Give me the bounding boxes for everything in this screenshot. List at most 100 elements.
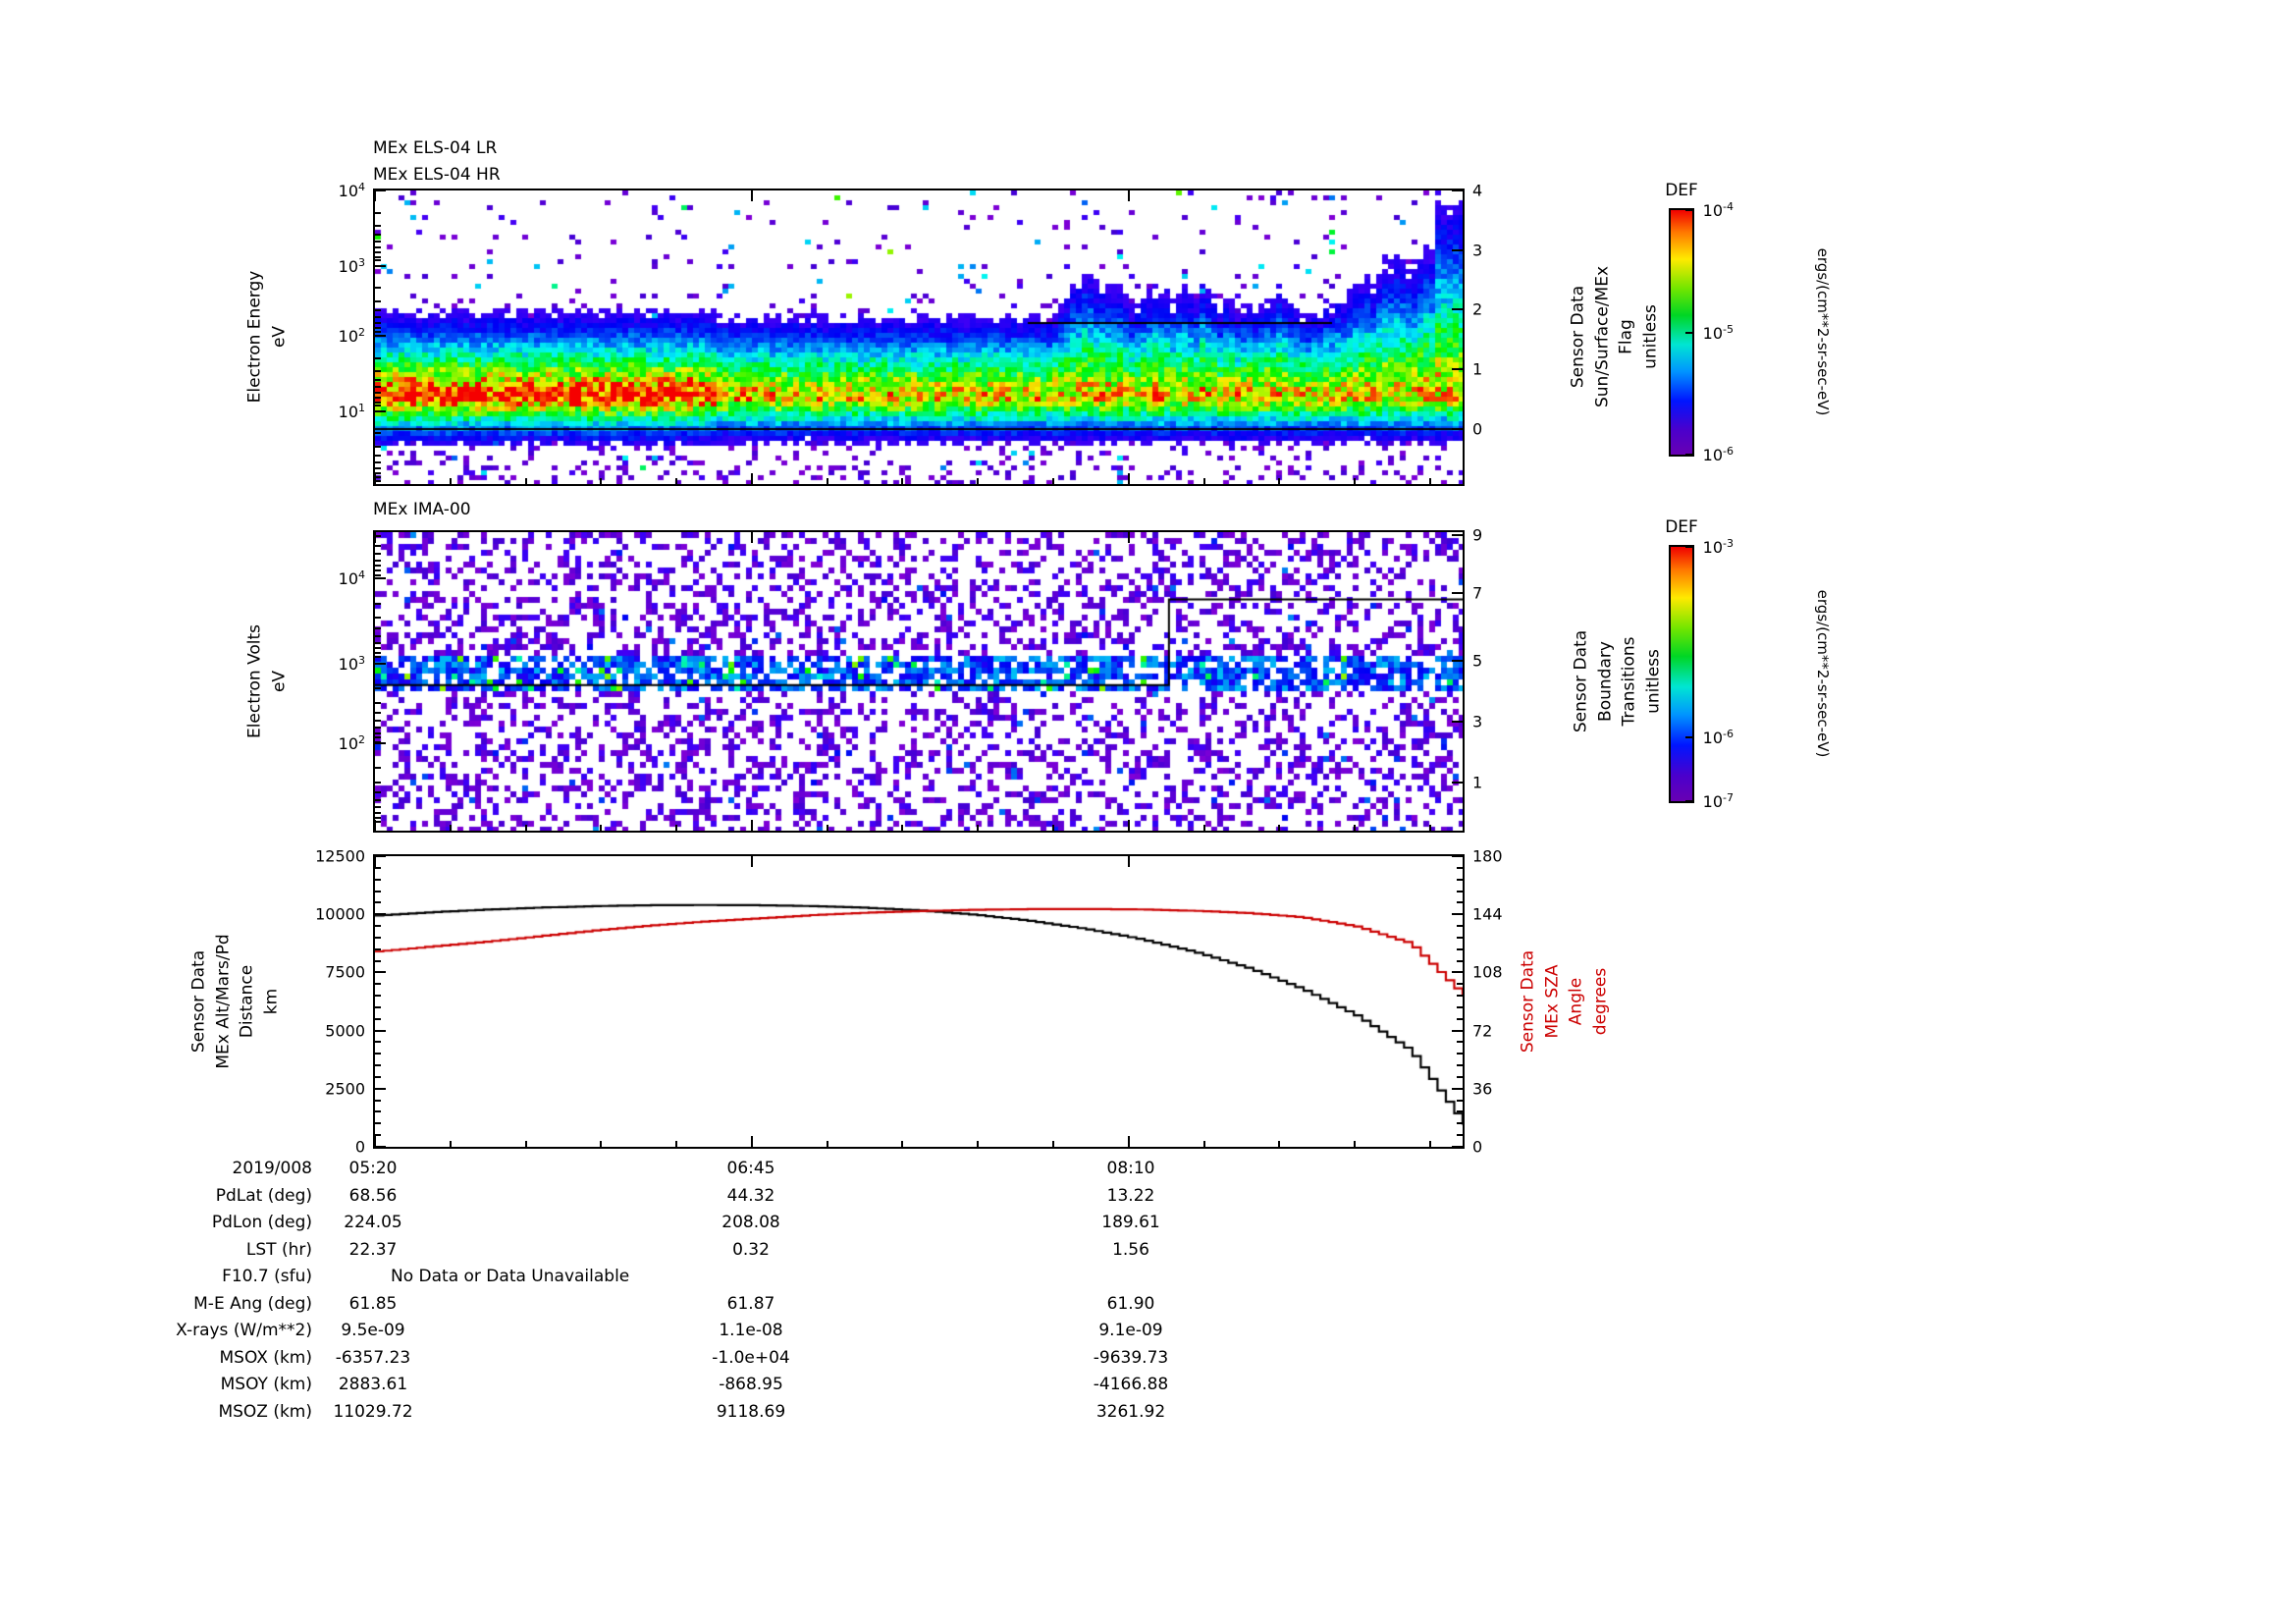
axis-tick: [375, 662, 386, 665]
axis-tick: [375, 701, 381, 704]
right-tick-label: 0: [1472, 419, 1483, 439]
table-cell: No Data or Data Unavailable: [391, 1267, 630, 1286]
axis-tick: [901, 478, 904, 484]
colorbar-tick: [1685, 454, 1692, 456]
axis-tick: [1202, 478, 1205, 484]
axis-tick: [1354, 825, 1357, 831]
axis-tick: [375, 1053, 381, 1055]
y-tick-label: 103: [338, 255, 365, 276]
axis-tick: [1457, 1075, 1463, 1078]
ima-spectrogram-panel: [373, 530, 1465, 833]
axis-tick: [449, 1141, 452, 1147]
table-row-label: MSOY (km): [220, 1375, 312, 1394]
table-row-label: F10.7 (sfu): [222, 1267, 312, 1286]
axis-tick: [1428, 1141, 1431, 1147]
colorbar-tick-label: 10-3: [1702, 536, 1734, 558]
exponent: 3: [358, 255, 365, 269]
axis-tick: [375, 901, 381, 904]
axis-tick: [1127, 856, 1130, 867]
axis-tick: [375, 259, 381, 262]
colorbar-tick: [1685, 209, 1692, 211]
axis-tick: [1457, 1134, 1463, 1137]
axis-tick: [375, 740, 381, 743]
axis-tick: [1127, 190, 1130, 201]
ts-right-axis-label: Sensor Data MEx SZA Angle degrees: [1518, 949, 1611, 1054]
axis-tick: [600, 478, 603, 484]
axis-tick: [375, 959, 381, 962]
altitude-sza-line-panel: [373, 854, 1465, 1149]
axis-tick: [375, 356, 381, 359]
table-cell: 68.56: [348, 1185, 398, 1206]
axis-tick: [524, 478, 527, 484]
colorbar-tick: [1685, 546, 1692, 548]
axis-tick: [977, 478, 980, 484]
x-tick-label: 05:20: [348, 1159, 398, 1178]
axis-tick: [375, 255, 381, 258]
y-tick-label: 2500: [325, 1079, 365, 1099]
axis-tick: [375, 866, 381, 869]
els-y-axis-label: Electron Energy eV: [244, 270, 289, 404]
axis-tick: [1457, 890, 1463, 893]
axis-tick: [1428, 825, 1431, 831]
axis-tick: [375, 1087, 386, 1090]
axis-tick: [375, 720, 381, 723]
axis-tick: [375, 335, 381, 338]
axis-tick: [1354, 478, 1357, 484]
axis-tick: [375, 573, 381, 576]
axis-tick: [375, 947, 381, 950]
exponent: -4: [1723, 199, 1734, 213]
axis-tick: [375, 602, 381, 605]
axis-tick: [375, 559, 381, 562]
axis-tick: [375, 189, 386, 191]
axis-tick: [375, 316, 381, 319]
axis-tick: [375, 224, 381, 227]
axis-tick: [1452, 1087, 1463, 1090]
axis-tick: [1452, 720, 1463, 723]
axis-tick: [901, 825, 904, 831]
axis-tick: [375, 1122, 381, 1125]
axis-tick: [1428, 478, 1431, 484]
axis-tick: [375, 577, 386, 580]
axis-tick: [375, 1017, 381, 1020]
axis-tick: [826, 825, 828, 831]
axis-tick: [375, 251, 381, 254]
axis-tick: [375, 855, 386, 857]
colorbar-tick: [1685, 736, 1692, 739]
table-row-label: PdLat (deg): [215, 1185, 312, 1206]
axis-tick: [1052, 1141, 1055, 1147]
axis-tick: [1127, 820, 1130, 831]
axis-tick: [1457, 1099, 1463, 1102]
y-tick-label: 103: [338, 653, 365, 674]
axis-tick: [750, 473, 753, 484]
axis-tick: [375, 936, 381, 939]
table-cell: 2883.61: [338, 1375, 408, 1394]
els-heatmap-canvas: [375, 190, 1463, 484]
axis-tick: [1452, 427, 1463, 430]
y-tick-label: 104: [338, 568, 365, 589]
axis-tick: [675, 825, 678, 831]
axis-tick: [1452, 248, 1463, 251]
axis-tick: [1457, 1053, 1463, 1055]
axis-tick: [1457, 866, 1463, 869]
table-cell: 9118.69: [716, 1401, 786, 1422]
table-cell: 189.61: [1101, 1213, 1160, 1232]
axis-tick: [375, 264, 386, 267]
axis-tick: [375, 246, 381, 249]
axis-tick: [374, 473, 376, 484]
ts-y-axis-label: Sensor Data MEx Alt/Mars/Pd Distance km: [188, 934, 282, 1069]
axis-tick: [375, 1005, 381, 1008]
colorbar2-title: DEF: [1665, 517, 1698, 537]
axis-tick: [1278, 478, 1281, 484]
right-tick-label: 108: [1472, 962, 1503, 982]
y-tick-label: 12500: [315, 846, 365, 866]
axis-tick: [1452, 308, 1463, 311]
table-cell: -1.0e+04: [712, 1347, 790, 1368]
axis-tick: [375, 791, 381, 794]
exponent: -3: [1723, 536, 1734, 550]
axis-tick: [375, 971, 386, 974]
colorbar1: [1669, 208, 1694, 457]
table-cell: 1.1e-08: [719, 1321, 783, 1340]
axis-tick: [524, 825, 527, 831]
table-cell: 22.37: [348, 1239, 398, 1260]
colorbar-tick-label: 10-7: [1702, 790, 1734, 812]
